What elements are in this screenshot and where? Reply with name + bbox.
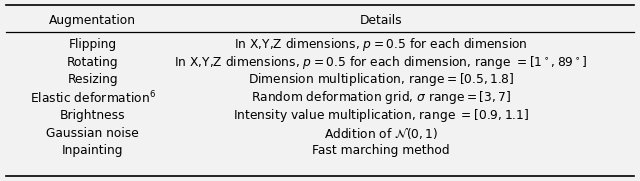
Text: Flipping: Flipping xyxy=(68,38,117,51)
Text: In X,Y,Z dimensions, $p = 0.5$ for each dimension, range $=[1^\circ, 89^\circ]$: In X,Y,Z dimensions, $p = 0.5$ for each … xyxy=(174,54,588,71)
Text: Augmentation: Augmentation xyxy=(49,14,136,27)
Text: Brightness: Brightness xyxy=(60,109,125,122)
Text: Dimension multiplication, range$=[0.5, 1.8]$: Dimension multiplication, range$=[0.5, 1… xyxy=(248,71,514,88)
Text: Addition of $\mathcal{N}(0,1)$: Addition of $\mathcal{N}(0,1)$ xyxy=(324,126,438,140)
Text: Elastic deformation$^6$: Elastic deformation$^6$ xyxy=(30,89,156,106)
Text: In X,Y,Z dimensions, $p = 0.5$ for each dimension: In X,Y,Z dimensions, $p = 0.5$ for each … xyxy=(234,36,527,53)
Text: Rotating: Rotating xyxy=(67,56,118,69)
Text: Details: Details xyxy=(360,14,402,27)
Text: Intensity value multiplication, range $= [0.9, 1.1]$: Intensity value multiplication, range $=… xyxy=(233,107,529,124)
Text: Resizing: Resizing xyxy=(67,73,118,86)
Text: Inpainting: Inpainting xyxy=(62,144,124,157)
Text: Gaussian noise: Gaussian noise xyxy=(47,127,139,140)
Text: Random deformation grid, $\sigma$ range$= [3, 7]$: Random deformation grid, $\sigma$ range$… xyxy=(251,89,511,106)
Text: Fast marching method: Fast marching method xyxy=(312,144,450,157)
